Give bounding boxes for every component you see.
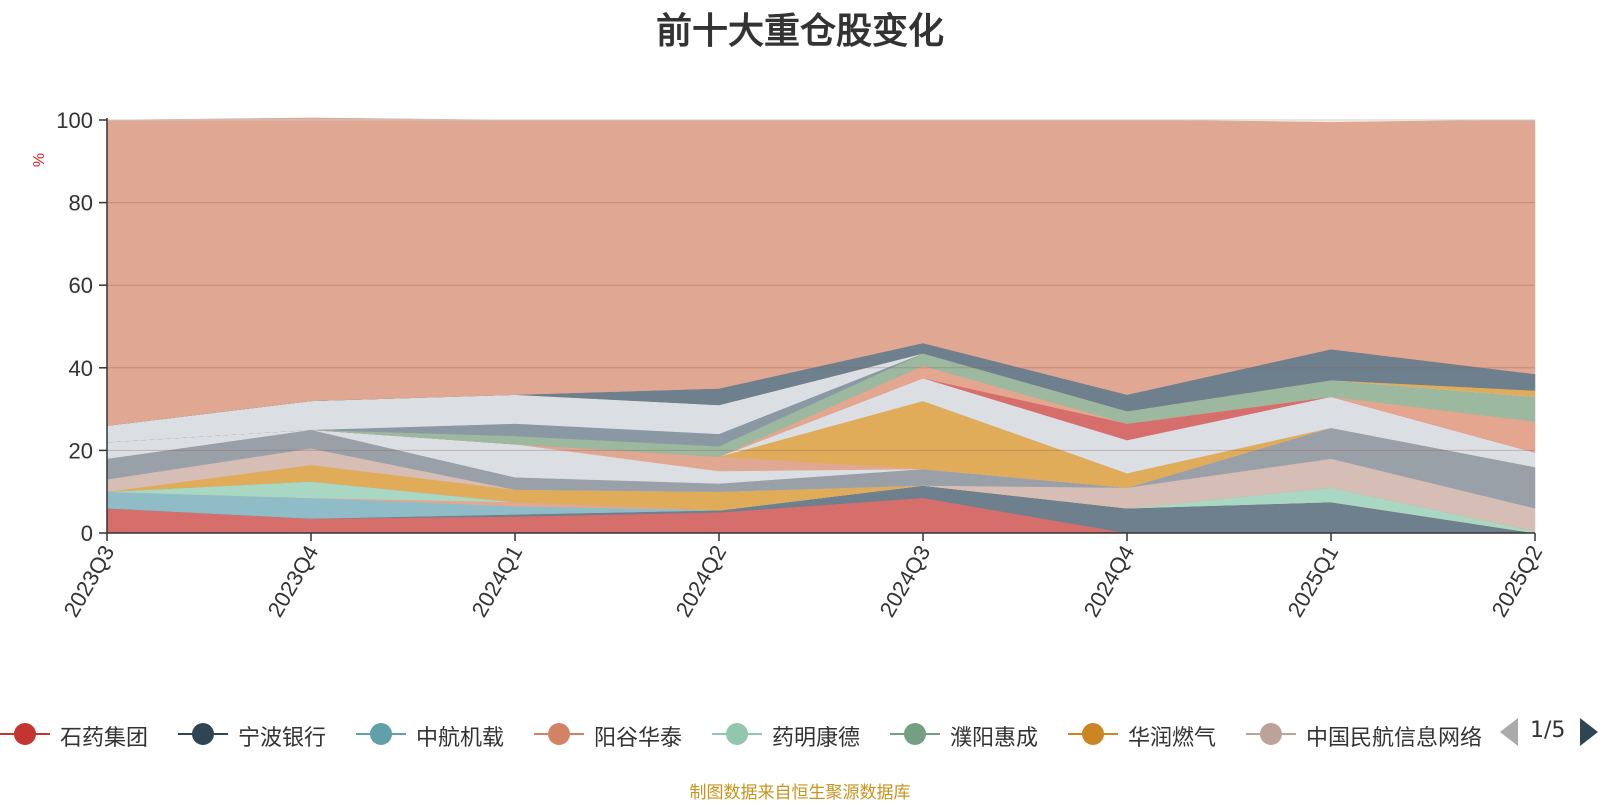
- legend-label: 阳谷华泰: [594, 726, 683, 751]
- legend-dot-marker: [904, 723, 926, 745]
- legend-label: 石药集团: [60, 726, 149, 751]
- x-tick-label: 2024Q3: [875, 541, 936, 621]
- chart-title: 前十大重仓股变化: [655, 11, 944, 52]
- x-tick-label: 2023Q3: [59, 541, 120, 621]
- y-tick-label: 80: [69, 191, 93, 216]
- legend-item[interactable]: 华润燃气: [1068, 714, 1238, 754]
- gridlines: [107, 119, 1535, 451]
- legend-dot-marker: [726, 723, 748, 745]
- legend-item[interactable]: 石药集团: [0, 714, 170, 754]
- legend-dot-marker: [14, 723, 36, 745]
- y-tick-label: 20: [69, 438, 93, 463]
- legend-label: 宁波银行: [238, 726, 327, 751]
- legend-label: 药明康德: [772, 726, 861, 751]
- x-tick-label: 2024Q1: [467, 541, 528, 621]
- legend-dot-marker: [370, 723, 392, 745]
- legend-next-page-button[interactable]: [1580, 718, 1598, 746]
- legend-item[interactable]: 宁波银行: [178, 714, 348, 754]
- legend-item[interactable]: 药明康德: [712, 714, 882, 754]
- legend-dot-marker: [1082, 723, 1104, 745]
- stacked-areas: [106, 117, 1536, 534]
- x-tick-label: 2024Q2: [671, 541, 732, 621]
- y-tick-label: 60: [69, 273, 93, 298]
- legend-label: 濮阳惠成: [950, 726, 1039, 751]
- x-tick-label: 2025Q2: [1487, 541, 1548, 621]
- source-note: 制图数据来自恒生聚源数据库: [689, 783, 911, 803]
- legend-item[interactable]: 中航机载: [356, 714, 526, 754]
- y-tick-label: 0: [81, 521, 93, 546]
- chart-area: 0 20 40 60 80 100 2023Q3 2023Q4 2024Q1 2024Q2 2024…: [31, 108, 1548, 621]
- legend-item[interactable]: 濮阳惠成: [890, 714, 1060, 754]
- legend-item[interactable]: 中国民航信息网络: [1246, 714, 1486, 754]
- legend-label: 中航机载: [416, 726, 505, 751]
- x-tick-label: 2025Q1: [1283, 541, 1344, 621]
- legend-label: 华润燃气: [1128, 726, 1217, 751]
- legend-item[interactable]: 阳谷华泰: [534, 714, 704, 754]
- x-tick-label: 2023Q4: [263, 541, 324, 621]
- y-tick-label: 100: [56, 108, 93, 133]
- legend-dot-marker: [1260, 723, 1282, 745]
- legend-page-indicator: 1/5: [1530, 718, 1566, 743]
- legend: 石药集团 宁波银行 中航机载 阳谷华泰 药明康德 濮阳惠成 华润燃气 中国民航信息网络: [0, 714, 1600, 754]
- legend-label: 中国民航信息网络: [1306, 726, 1483, 751]
- y-tick-label: 40: [69, 356, 93, 381]
- y-axis-label: %: [31, 153, 48, 167]
- legend-dot-marker: [548, 723, 570, 745]
- legend-prev-page-button[interactable]: [1500, 718, 1518, 746]
- x-tick-label: 2024Q4: [1079, 541, 1140, 621]
- legend-dot-marker: [192, 723, 214, 745]
